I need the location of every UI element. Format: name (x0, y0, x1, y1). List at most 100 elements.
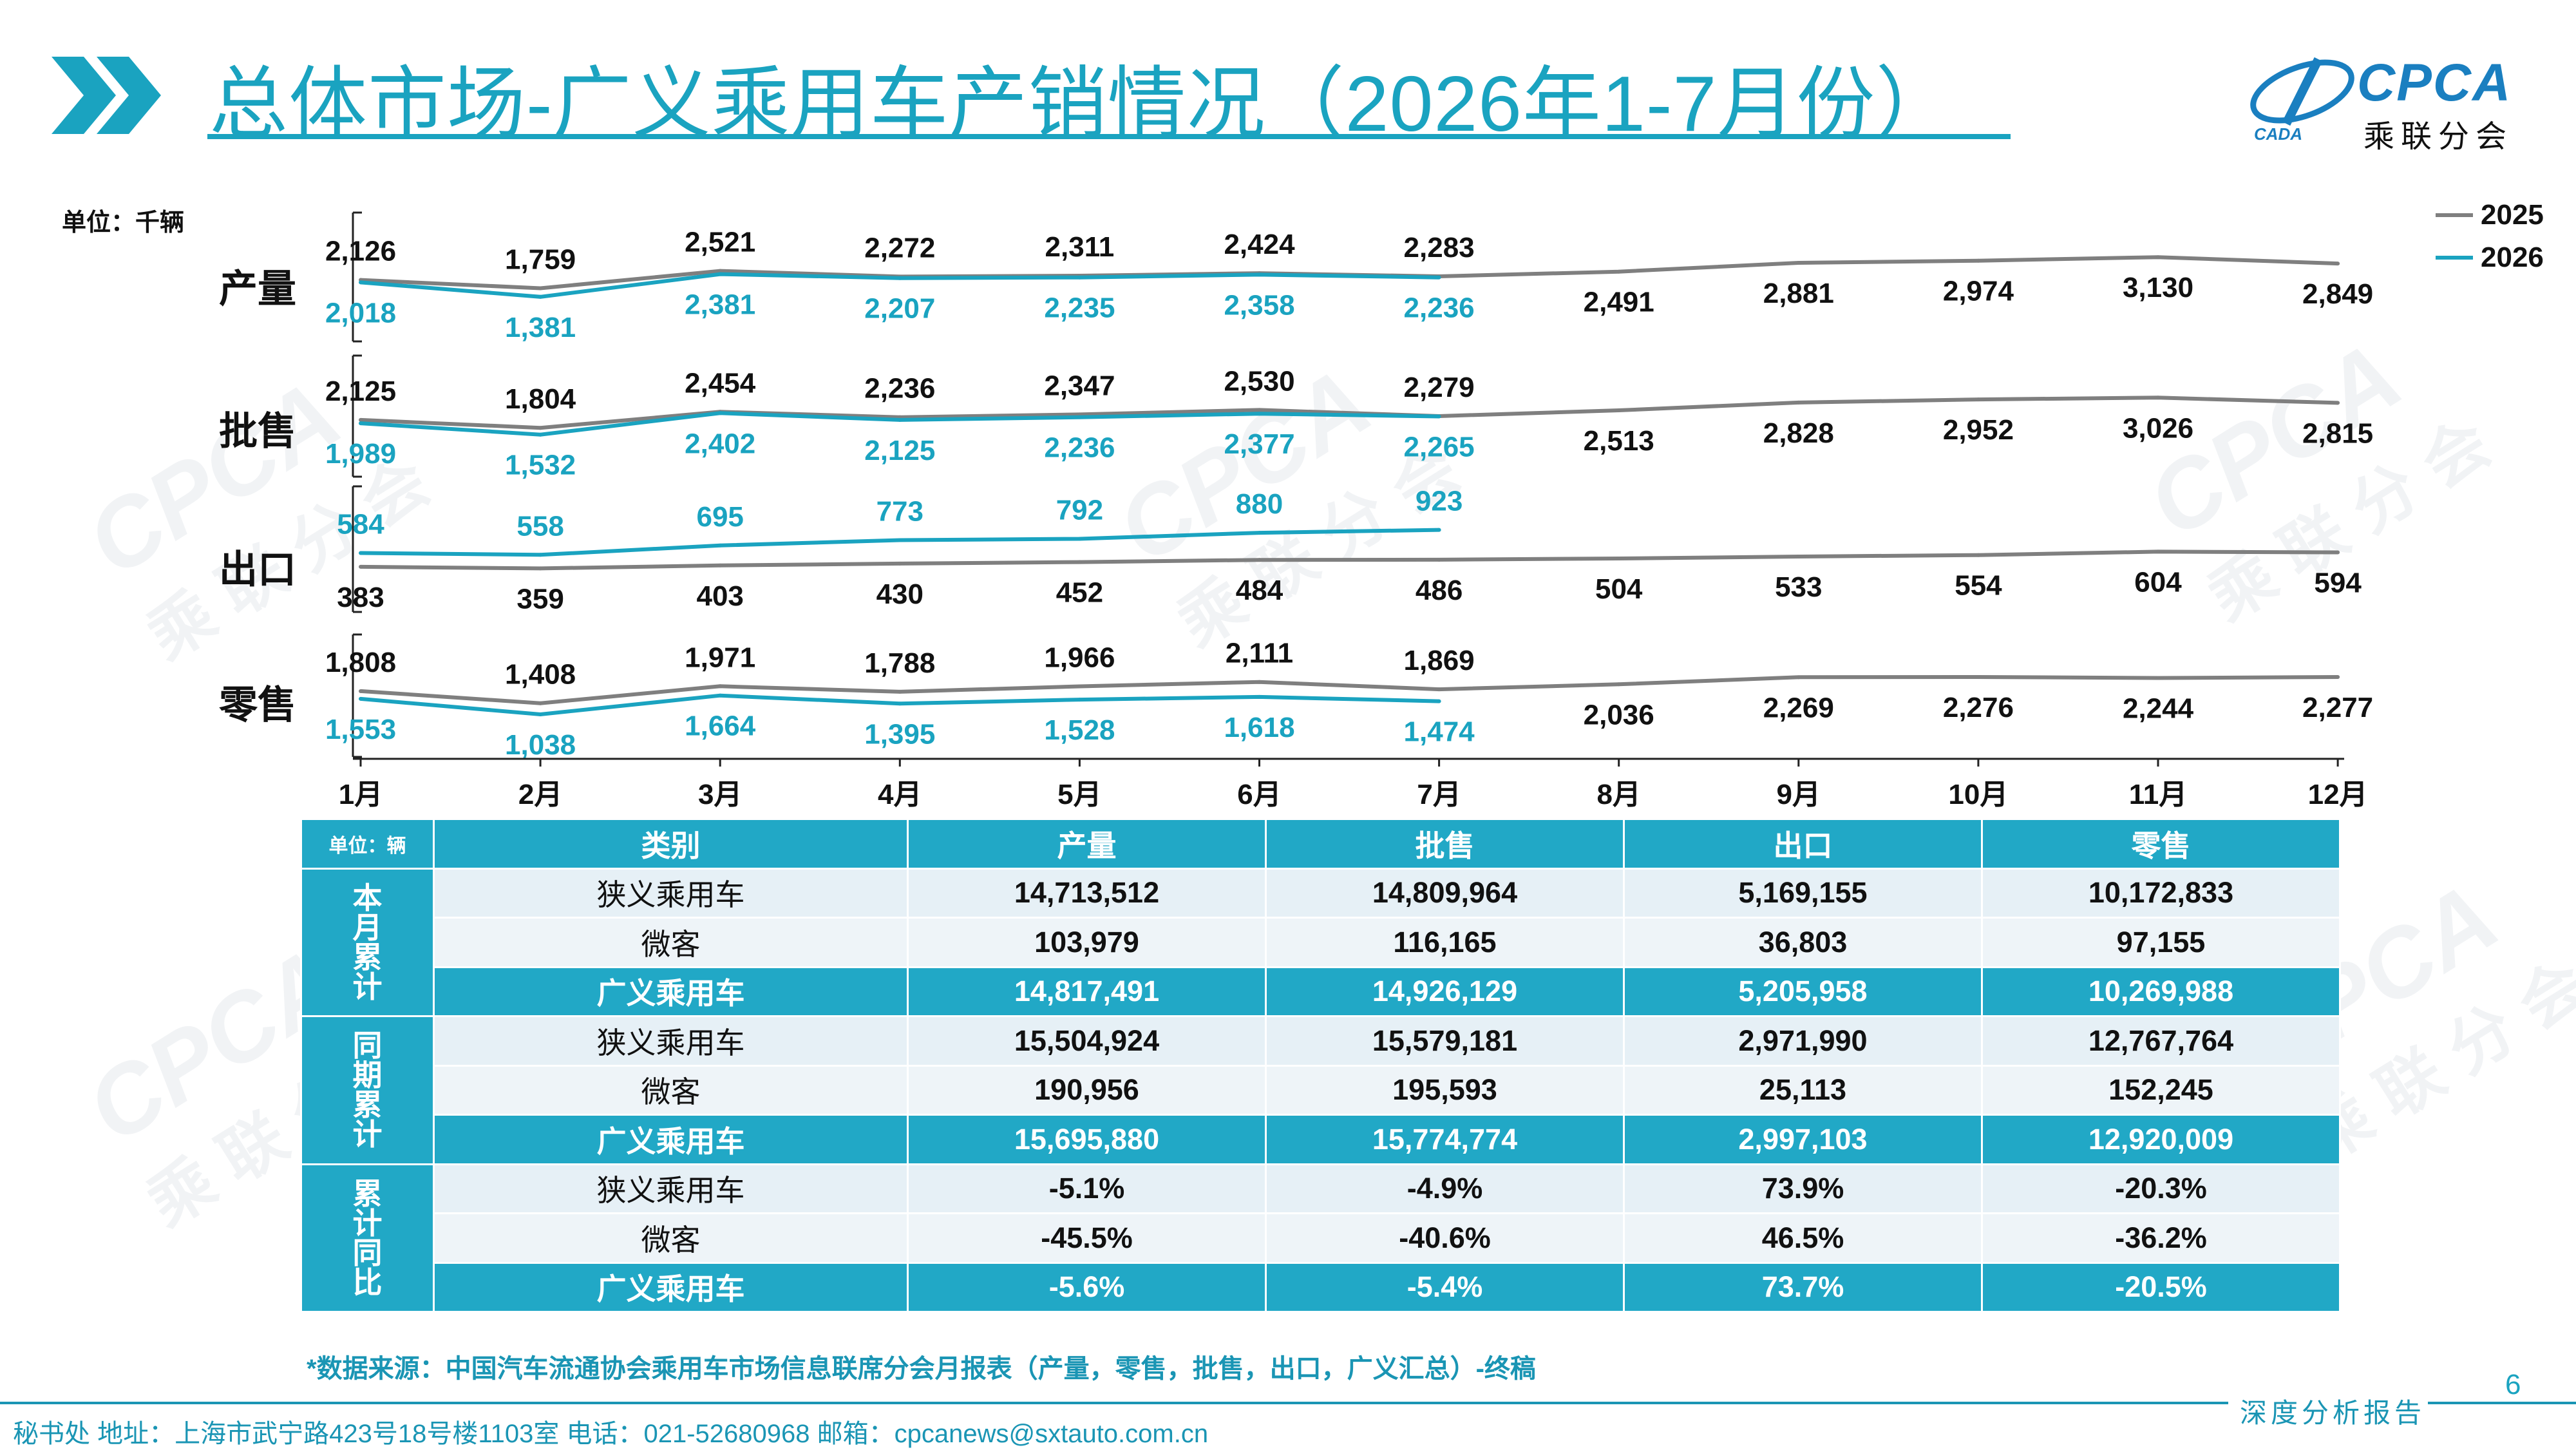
data-point (1796, 260, 1801, 265)
table-category: 广义乘用车 (433, 966, 909, 1017)
data-label: 2,881 (1763, 278, 1834, 309)
footer-report-label: 深度分析报告 (2240, 1398, 2426, 1428)
table-row: 广义乘用车 15,695,880 15,774,774 2,997,103 12,920… (301, 1114, 2341, 1165)
panel-label: 产量 (219, 267, 296, 310)
data-point (1437, 528, 1441, 532)
x-tick-label: 2月 (518, 779, 562, 810)
table-cell: -45.5% (907, 1212, 1267, 1264)
data-label: 695 (696, 501, 743, 533)
data-label: 2,235 (1044, 292, 1115, 324)
data-label: 2,126 (325, 236, 396, 267)
data-point (1437, 275, 1441, 280)
table-category: 广义乘用车 (433, 1114, 909, 1165)
data-point (359, 689, 363, 693)
table-cell: 97,155 (1981, 917, 2341, 968)
data-point (359, 280, 363, 285)
data-label: 2,279 (1404, 372, 1475, 403)
data-label: 2,381 (685, 289, 755, 321)
data-point (2156, 396, 2160, 400)
data-label: 2,036 (1584, 699, 1654, 730)
table-header: 类别 (433, 818, 909, 870)
footer-divider (2428, 1402, 2576, 1404)
data-label: 2,269 (1763, 692, 1834, 723)
data-point (1437, 557, 1441, 562)
table-cell: 15,695,880 (907, 1114, 1267, 1165)
data-point (1976, 397, 1980, 402)
table-group-label: 累计同比 (300, 1163, 435, 1313)
table-cell: 14,809,964 (1265, 867, 1625, 919)
data-label: 1,788 (864, 647, 935, 679)
data-label: 2,491 (1584, 287, 1654, 318)
table-cell: -20.3% (1981, 1163, 2341, 1214)
panel-label: 批售 (219, 410, 296, 453)
table-cell: 46.5% (1623, 1212, 1983, 1264)
data-label: 1,532 (505, 450, 576, 481)
table-header: 批售 (1265, 818, 1625, 870)
table-cell: 15,774,774 (1265, 1114, 1625, 1165)
data-label: 1,966 (1044, 642, 1115, 674)
data-label: 3,026 (2123, 412, 2193, 444)
table-cell: 12,920,009 (1981, 1114, 2341, 1165)
data-point (718, 563, 723, 568)
data-label: 2,828 (1763, 417, 1834, 449)
data-point (2336, 550, 2340, 555)
table-group-label: 同期累计 (300, 1015, 435, 1165)
table-category: 狭义乘用车 (433, 1015, 909, 1067)
legend-label: 2026 (2481, 242, 2544, 273)
data-point (1077, 275, 1082, 280)
data-point (898, 417, 902, 422)
data-point (1077, 415, 1082, 419)
table-row: 广义乘用车 14,817,491 14,926,129 5,205,958 10,269… (301, 966, 2341, 1017)
data-label: 558 (516, 510, 564, 542)
x-tick-label: 12月 (2308, 779, 2368, 810)
data-label: 2,311 (1045, 231, 1115, 263)
table-cell: 10,172,833 (1981, 867, 2341, 919)
page-title: 总体市场-广义乘用车产销情况（2026年1-7月份） (209, 60, 1955, 148)
table-cell: -36.2% (1981, 1212, 2341, 1264)
data-point (718, 411, 723, 415)
data-label: 1,989 (325, 438, 396, 470)
x-tick-label: 9月 (1777, 779, 1821, 810)
table-cell: 73.9% (1623, 1163, 1983, 1214)
panel-label: 零售 (219, 683, 296, 727)
x-tick-label: 11月 (2129, 779, 2188, 810)
panel-label: 出口 (219, 548, 296, 591)
data-label: 2,277 (2302, 692, 2373, 723)
data-point (1976, 674, 1980, 679)
line-chart: 产量 2,126 1,759 2,521 2,272 2,311 2,424 2,283 2,4… (219, 199, 2544, 810)
data-label: 2,521 (685, 227, 755, 258)
data-point (1257, 408, 1262, 412)
data-label: 2,815 (2302, 417, 2373, 449)
data-label: 554 (1955, 570, 2002, 602)
table-cell: 36,803 (1623, 917, 1983, 968)
data-point (898, 276, 902, 280)
data-label: 2,111 (1226, 638, 1293, 669)
data-point (1616, 408, 1621, 413)
data-label: 2,530 (1224, 365, 1294, 397)
data-label: 1,808 (325, 647, 396, 678)
data-point (898, 689, 902, 694)
table-category: 微客 (433, 1064, 909, 1116)
table-row: 微客 103,979 116,165 36,803 97,155 (301, 917, 2341, 968)
series-line-2025 (360, 396, 2338, 430)
unit-label: 单位：千辆 (62, 209, 185, 236)
table-group-label: 本月累计 (300, 867, 435, 1017)
data-label: 2,952 (1943, 414, 2014, 446)
table-cell: -5.1% (907, 1163, 1267, 1214)
data-point (1796, 554, 1801, 558)
data-label: 594 (2314, 567, 2362, 598)
data-point (1796, 400, 1801, 405)
data-point (718, 684, 723, 689)
data-label: 2,276 (1943, 692, 2014, 723)
data-table: 单位：辆 类别 产量 批售 出口 零售 本月累计 狭义乘用车 14,713,512 14,809,… (300, 818, 2341, 1313)
table-cell: 195,593 (1265, 1064, 1625, 1116)
data-label: 923 (1416, 486, 1463, 517)
data-label: 2,125 (864, 435, 935, 466)
data-label: 2,018 (325, 297, 396, 329)
data-label: 1,759 (505, 243, 576, 275)
data-point (2156, 676, 2160, 680)
data-label: 2,454 (685, 367, 756, 399)
data-point (538, 286, 543, 291)
data-label: 486 (1416, 575, 1463, 606)
data-label: 2,347 (1044, 370, 1115, 401)
